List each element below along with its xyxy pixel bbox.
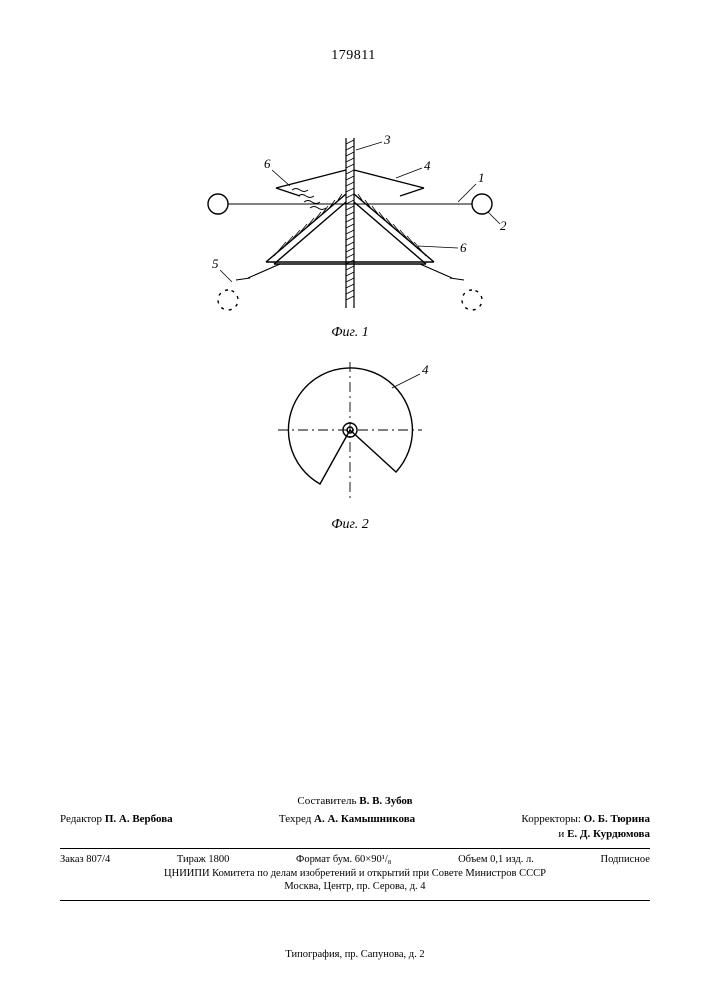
figures-container: 3 4 1 2 6 5 6 Фиг. 1 [170,130,530,550]
proof-join: и [558,828,564,840]
svg-text:2: 2 [500,218,507,233]
proof-name2: Е. Д. Курдюмова [567,828,650,840]
imprint-format: Формат бум. 60×90¹/₈ [296,853,391,867]
document-number: 179811 [0,48,707,64]
imprint-order: Заказ 807/4 [60,853,110,867]
svg-text:4: 4 [422,362,429,377]
svg-text:5: 5 [212,256,219,271]
svg-text:6: 6 [264,156,271,171]
tech-col: Техред А. А. Камышникова [279,812,415,827]
imprint-tirazh: Тираж 1800 [177,853,230,867]
tech-name: А. А. Камышникова [314,813,415,825]
editor-label: Редактор [60,813,102,825]
svg-text:4: 4 [424,158,431,173]
svg-text:Фиг. 2: Фиг. 2 [331,517,369,532]
credits-block: Составитель В. В. Зубов Редактор П. А. В… [60,794,650,905]
figures-svg: 3 4 1 2 6 5 6 Фиг. 1 [170,130,530,550]
imprint-org: ЦНИИПИ Комитета по делам изобретений и о… [60,867,650,881]
svg-text:1: 1 [478,170,485,185]
imprint-subscr: Подписное [601,853,650,867]
typography-line: Типография, пр. Сапунова, д. 2 [60,949,650,960]
proof-col: Корректоры: О. Б. Тюрина и Е. Д. Курдюмо… [521,812,650,842]
proof-name1: О. Б. Тюрина [584,813,650,825]
editor-name: П. А. Вербова [105,813,173,825]
svg-text:Фиг. 1: Фиг. 1 [331,325,369,340]
divider-2 [60,900,650,901]
imprint-block: Заказ 807/4 Тираж 1800 Формат бум. 60×90… [60,853,650,894]
imprint-address: Москва, Центр, пр. Серова, д. 4 [60,880,650,894]
tech-label: Техред [279,813,311,825]
imprint-volume: Объем 0,1 изд. л. [458,853,534,867]
svg-text:6: 6 [460,240,467,255]
divider-1 [60,848,650,849]
compiler-label: Составитель [297,795,356,807]
typography-wrap: Типография, пр. Сапунова, д. 2 [60,949,650,960]
svg-text:3: 3 [383,132,391,147]
compiler-name: В. В. Зубов [359,795,412,807]
editor-col: Редактор П. А. Вербова [60,812,173,827]
proof-label: Корректоры: [521,813,580,825]
